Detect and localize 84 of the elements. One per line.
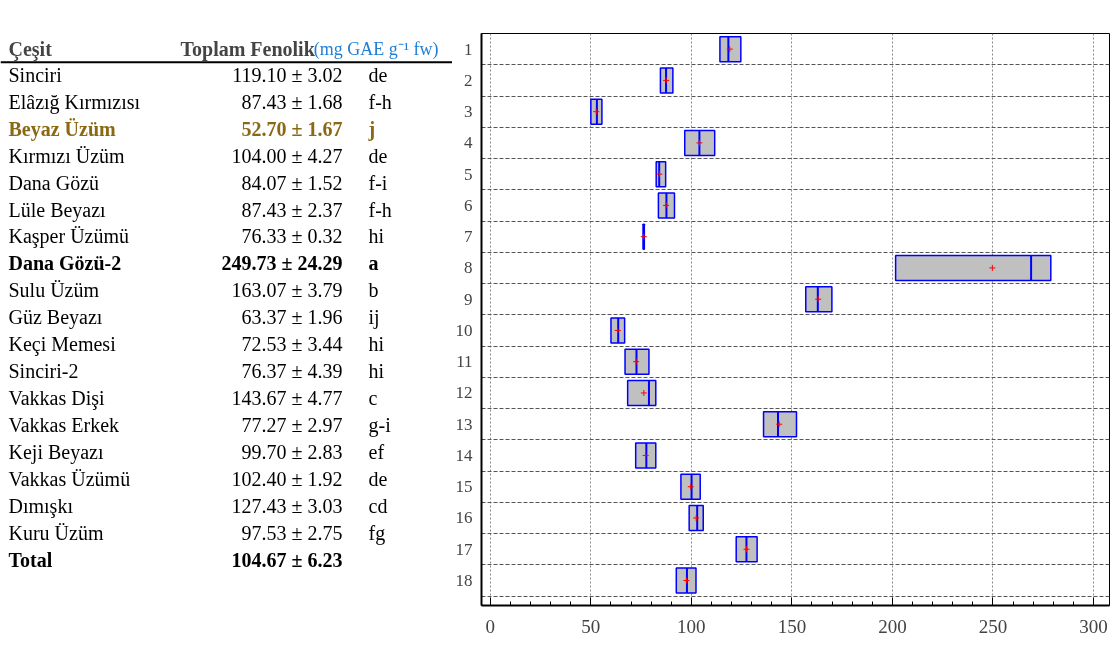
y-tick-label: 14 bbox=[455, 445, 473, 465]
text: f-i bbox=[368, 171, 388, 194]
text: c bbox=[368, 387, 378, 410]
text: Vakkas Üzümü bbox=[8, 468, 131, 491]
text: Beyaz Üzüm bbox=[8, 117, 117, 141]
x-tick-label: 300 bbox=[1079, 615, 1108, 637]
text: 72.53 ± 3.44 bbox=[241, 333, 343, 356]
text: Dana Gözü-2 bbox=[8, 252, 122, 275]
text: 127.43 ± 3.03 bbox=[231, 495, 343, 518]
text: Vakkas Dişi bbox=[8, 387, 106, 411]
text: 76.33 ± 0.32 bbox=[241, 225, 343, 248]
text: 52.70 ± 1.67 bbox=[241, 117, 343, 140]
x-tick-label: 0 bbox=[485, 615, 496, 637]
text: 99.70 ± 2.83 bbox=[241, 441, 343, 464]
text: Kaşper Üzümü bbox=[8, 225, 130, 249]
text: 163.07 ± 3.79 bbox=[231, 279, 343, 302]
text: b bbox=[368, 279, 379, 302]
text: Keji Beyazı bbox=[8, 441, 104, 465]
y-tick-label: 5 bbox=[464, 164, 473, 184]
text: de bbox=[368, 144, 388, 167]
y-tick-label: 9 bbox=[464, 289, 473, 309]
text: Keçi Memesi bbox=[8, 333, 117, 357]
text: hi bbox=[368, 360, 385, 383]
text: 249.73 ± 24.29 bbox=[221, 252, 343, 275]
text: de bbox=[368, 63, 388, 86]
text: Sinciri-2 bbox=[8, 360, 79, 383]
y-tick-label: 1 bbox=[464, 39, 473, 59]
text: g-i bbox=[368, 414, 392, 438]
text: Sinciri bbox=[8, 63, 63, 86]
text: 119.10 ± 3.02 bbox=[232, 63, 343, 86]
y-tick-label: 18 bbox=[455, 570, 473, 590]
text: 97.53 ± 2.75 bbox=[241, 522, 343, 545]
text: Total bbox=[8, 549, 53, 572]
text: f-h bbox=[368, 198, 392, 221]
text: ij bbox=[368, 306, 380, 330]
x-tick-label: 250 bbox=[978, 615, 1008, 637]
y-tick-label: 11 bbox=[456, 352, 473, 372]
y-tick-label: 3 bbox=[464, 102, 473, 122]
y-tick-label: 16 bbox=[455, 508, 473, 528]
y-tick-label: 12 bbox=[455, 383, 473, 403]
text: cd bbox=[368, 495, 388, 518]
x-tick-label: 50 bbox=[581, 615, 601, 637]
y-tick-label: 13 bbox=[455, 414, 473, 434]
y-tick-label: 4 bbox=[464, 133, 473, 153]
y-tick-label: 15 bbox=[455, 477, 473, 497]
text: 87.43 ± 1.68 bbox=[241, 90, 343, 113]
text: Toplam Fenolik bbox=[180, 38, 316, 62]
text: 63.37 ± 1.96 bbox=[241, 306, 343, 329]
text: 77.27 ± 2.97 bbox=[241, 414, 343, 437]
text: de bbox=[368, 468, 388, 491]
y-tick-label: 2 bbox=[464, 70, 473, 90]
text: hi bbox=[368, 225, 385, 248]
text: ef bbox=[368, 441, 385, 464]
text: 87.43 ± 2.37 bbox=[241, 198, 343, 221]
y-tick-label: 8 bbox=[464, 258, 473, 278]
text: 84.07 ± 1.52 bbox=[241, 171, 343, 194]
text: Güz Beyazı bbox=[8, 306, 103, 330]
text: j bbox=[367, 117, 376, 141]
x-tick-label: 200 bbox=[878, 615, 907, 637]
x-tick-label: 150 bbox=[777, 615, 807, 637]
text: f-h bbox=[368, 90, 392, 113]
y-tick-label: 7 bbox=[464, 227, 473, 247]
text: Çeşit bbox=[8, 38, 53, 62]
y-tick-label: 17 bbox=[455, 539, 473, 559]
x-tick-label: 100 bbox=[677, 615, 706, 637]
y-tick-label: 10 bbox=[455, 320, 473, 340]
text: Dana Gözü bbox=[8, 171, 100, 194]
text: 102.40 ± 1.92 bbox=[231, 468, 343, 491]
text: (mg GAE g⁻¹ fw) bbox=[313, 39, 439, 61]
text: 143.67 ± 4.77 bbox=[231, 387, 343, 410]
text: hi bbox=[368, 333, 385, 356]
text: Sulu Üzüm bbox=[8, 279, 100, 302]
text: a bbox=[368, 252, 379, 275]
text: Kuru Üzüm bbox=[8, 522, 104, 545]
text: 104.67 ± 6.23 bbox=[231, 549, 343, 572]
y-tick-label: 6 bbox=[464, 195, 473, 215]
text: Lüle Beyazı bbox=[8, 198, 107, 222]
text: fg bbox=[368, 522, 386, 546]
text: Dımışkı bbox=[8, 495, 74, 519]
text: Vakkas Erkek bbox=[8, 414, 120, 437]
text: Kırmızı Üzüm bbox=[8, 144, 126, 167]
text: 76.37 ± 4.39 bbox=[241, 360, 343, 383]
text: Elâzığ Kırmızısı bbox=[8, 90, 141, 114]
text: 104.00 ± 4.27 bbox=[231, 144, 343, 167]
